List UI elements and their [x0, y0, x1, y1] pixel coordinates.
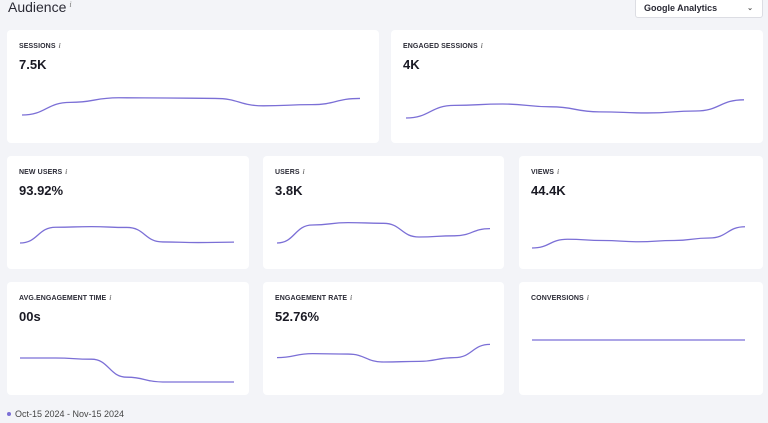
- metric-label-text: AVG.ENGAGEMENT TIME: [19, 295, 107, 302]
- sparkline-path: [276, 343, 491, 363]
- sparkline-path: [276, 221, 491, 244]
- legend-label: Oct-15 2024 - Nov-15 2024: [15, 409, 125, 419]
- sparkline-chart: [531, 339, 745, 341]
- sparkline-chart: [405, 99, 745, 119]
- metric-label-text: CONVERSIONS: [531, 295, 584, 302]
- metric-label-text: ENGAGEMENT RATE: [275, 295, 348, 302]
- info-icon[interactable]: i: [109, 294, 112, 302]
- metric-value: 7.5K: [19, 57, 47, 72]
- legend-dot-icon: [7, 412, 11, 416]
- chevron-down-icon: ⌄: [747, 5, 753, 12]
- source-dropdown-value: Google Analytics: [644, 3, 718, 13]
- metric-card-avg-engagement-time: AVG.ENGAGEMENT TIME i 00s: [7, 282, 249, 395]
- info-icon[interactable]: i: [586, 294, 589, 302]
- metric-label: ENGAGED SESSIONS i: [403, 42, 483, 50]
- metric-card-sessions: SESSIONS i 7.5K: [7, 30, 379, 143]
- info-icon[interactable]: i: [557, 168, 560, 176]
- info-icon[interactable]: i: [69, 0, 72, 9]
- info-icon[interactable]: i: [65, 168, 68, 176]
- metric-label: VIEWS i: [531, 168, 560, 176]
- metric-value: 00s: [19, 309, 41, 324]
- metric-value: 3.8K: [275, 183, 303, 198]
- source-dropdown[interactable]: Google Analytics ⌄: [635, 0, 763, 18]
- metric-label-text: NEW USERS: [19, 169, 63, 176]
- metric-card-views: VIEWS i 44.4K: [519, 156, 763, 269]
- sparkline-path: [405, 99, 745, 119]
- date-range-legend: Oct-15 2024 - Nov-15 2024: [7, 409, 124, 419]
- metric-label-text: ENGAGED SESSIONS: [403, 43, 478, 50]
- metric-label: CONVERSIONS i: [531, 294, 589, 302]
- metric-label-text: VIEWS: [531, 169, 555, 176]
- metric-card-conversions: CONVERSIONS i: [519, 282, 763, 395]
- sparkline-chart: [19, 357, 234, 383]
- metric-label: USERS i: [275, 168, 305, 176]
- metric-card-engaged-sessions: ENGAGED SESSIONS i 4K: [391, 30, 763, 143]
- metric-label: ENGAGEMENT RATE i: [275, 294, 353, 302]
- metric-value: 44.4K: [531, 183, 566, 198]
- metric-value: 4K: [403, 57, 420, 72]
- sparkline-chart: [276, 343, 491, 363]
- metric-card-engagement-rate: ENGAGEMENT RATE i 52.76%: [263, 282, 504, 395]
- page-title: Audience i: [8, 0, 72, 15]
- sparkline-chart: [21, 97, 361, 116]
- metric-label: NEW USERS i: [19, 168, 68, 176]
- metric-card-users: USERS i 3.8K: [263, 156, 504, 269]
- metric-value: 93.92%: [19, 183, 64, 198]
- sparkline-chart: [276, 221, 491, 244]
- sparkline-path: [21, 97, 361, 116]
- page-title-text: Audience: [8, 0, 67, 15]
- sparkline-path: [19, 357, 234, 383]
- metric-card-new-users: NEW USERS i 93.92%: [7, 156, 249, 269]
- metric-label: AVG.ENGAGEMENT TIME i: [19, 294, 112, 302]
- sparkline-chart: [531, 226, 746, 249]
- info-icon[interactable]: i: [302, 168, 305, 176]
- info-icon[interactable]: i: [58, 42, 61, 50]
- sparkline-path: [19, 225, 235, 244]
- sparkline-chart: [19, 225, 235, 244]
- metric-label: SESSIONS i: [19, 42, 61, 50]
- info-icon[interactable]: i: [480, 42, 483, 50]
- sparkline-path: [531, 226, 746, 249]
- metric-label-text: SESSIONS: [19, 43, 56, 50]
- info-icon[interactable]: i: [350, 294, 353, 302]
- metric-value: 52.76%: [275, 309, 320, 324]
- metric-label-text: USERS: [275, 169, 300, 176]
